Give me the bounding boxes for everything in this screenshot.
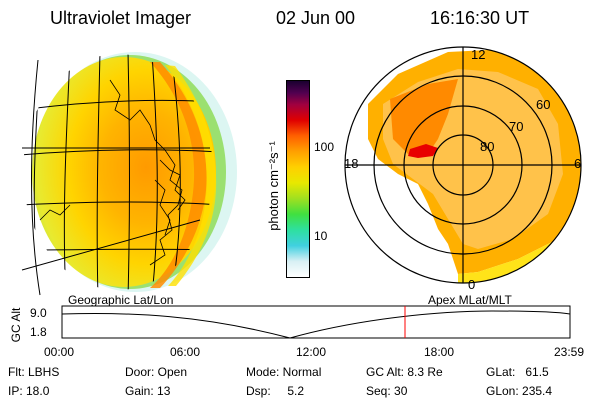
auroral-band-outer [165, 65, 217, 286]
seq-value: Seq: 30 [366, 384, 408, 398]
geographic-image [21, 52, 237, 296]
colorbar-tick-10: 10 [314, 229, 328, 243]
lat-label-80: 80 [480, 139, 494, 154]
gc-alt-value: GC Alt: 8.3 Re [366, 365, 443, 379]
colorbar-unit-label: photon cm⁻²s⁻¹ [266, 141, 281, 231]
time-label: 16:16:30 UT [430, 8, 530, 28]
glon-value: GLon: 235.4 [486, 384, 553, 398]
timeline-ylabel: GC Alt [9, 307, 23, 343]
mlt-label-0: 0 [468, 277, 475, 292]
timeline-plot [61, 305, 571, 339]
timeline-xtick-3: 18:00 [424, 345, 455, 359]
timeline-ytick-min: 1.8 [30, 325, 47, 339]
ip-value: IP: 18.0 [8, 384, 50, 398]
aurora-hotspot [408, 144, 438, 158]
projection-boundary [31, 59, 41, 296]
date-label: 02 Jun 00 [276, 8, 356, 28]
mode-value: Mode: Normal [246, 365, 322, 379]
timeline-xtick-1: 06:00 [170, 345, 201, 359]
colorbar [286, 80, 310, 278]
glat-value: GLat: 61.5 [486, 365, 549, 379]
lat-label-70: 70 [509, 119, 523, 134]
right-panel-label: Apex MLat/MLT [428, 293, 512, 307]
left-panel-label: Geographic Lat/Lon [68, 293, 174, 307]
timeline-ytick-max: 9.0 [30, 306, 47, 320]
door-value: Door: Open [125, 365, 188, 379]
instrument-title: Ultraviolet Imager [50, 8, 192, 28]
polar-grid [344, 46, 582, 284]
mlt-label-18: 18 [344, 156, 358, 171]
polar-plot: 12 18 6 0 60 70 80 [344, 46, 582, 292]
timeline-xtick-4: 23:59 [554, 345, 585, 359]
timeline-xtick-2: 12:00 [296, 345, 327, 359]
timeline-xtick-0: 00:00 [44, 345, 75, 359]
mlt-label-12: 12 [471, 47, 485, 62]
flt-value: Flt: LBHS [8, 365, 60, 379]
altitude-curve [61, 310, 571, 339]
dsp-value: Dsp: 5.2 [246, 384, 305, 398]
gain-value: Gain: 13 [125, 384, 171, 398]
aurora-region-core [390, 79, 458, 154]
colorbar-tick-100: 100 [314, 140, 335, 154]
lat-label-60: 60 [536, 97, 550, 112]
mlt-label-6: 6 [574, 156, 581, 171]
auroral-band [150, 62, 207, 288]
coastlines [39, 79, 186, 266]
earth-disc [32, 57, 216, 287]
